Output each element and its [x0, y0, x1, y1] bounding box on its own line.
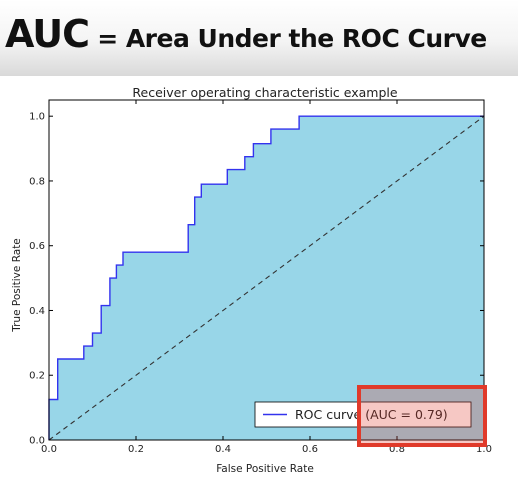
x-tick-label: 0.0	[41, 444, 57, 455]
slide-title-main: AUC	[5, 12, 90, 56]
slide-title: AUC = Area Under the ROC Curve	[5, 12, 487, 56]
y-tick-label: 0.4	[29, 306, 45, 317]
plot-frame	[48, 99, 485, 441]
slide-title-rest: = Area Under the ROC Curve	[88, 24, 487, 53]
y-tick-label: 0.2	[29, 371, 45, 382]
slide-header: AUC = Area Under the ROC Curve	[0, 0, 518, 76]
x-tick-label: 0.6	[302, 444, 318, 455]
y-tick-label: 0.0	[29, 436, 45, 447]
x-tick-label: 0.8	[389, 444, 405, 455]
y-tick-label: 1.0	[29, 112, 45, 123]
x-tick-label: 0.4	[215, 444, 231, 455]
y-axis-title: True Positive Rate	[11, 238, 23, 333]
chart-title: Receiver operating characteristic exampl…	[132, 85, 398, 100]
y-tick-label: 0.6	[29, 241, 45, 252]
auc-highlight-box	[357, 385, 487, 447]
y-tick-label: 0.8	[29, 176, 45, 187]
roc-chart-svg: Receiver operating characteristic exampl…	[11, 85, 492, 475]
legend-box	[254, 401, 472, 428]
roc-chart: Receiver operating characteristic exampl…	[0, 80, 518, 480]
roc-curve-line	[48, 115, 484, 440]
x-tick-label: 0.2	[128, 444, 144, 455]
chance-diagonal-line	[48, 115, 485, 441]
x-axis-title: False Positive Rate	[216, 463, 314, 475]
legend-label: ROC curve (AUC = 0.79)	[295, 407, 448, 422]
x-tick-label: 1.0	[476, 444, 492, 455]
